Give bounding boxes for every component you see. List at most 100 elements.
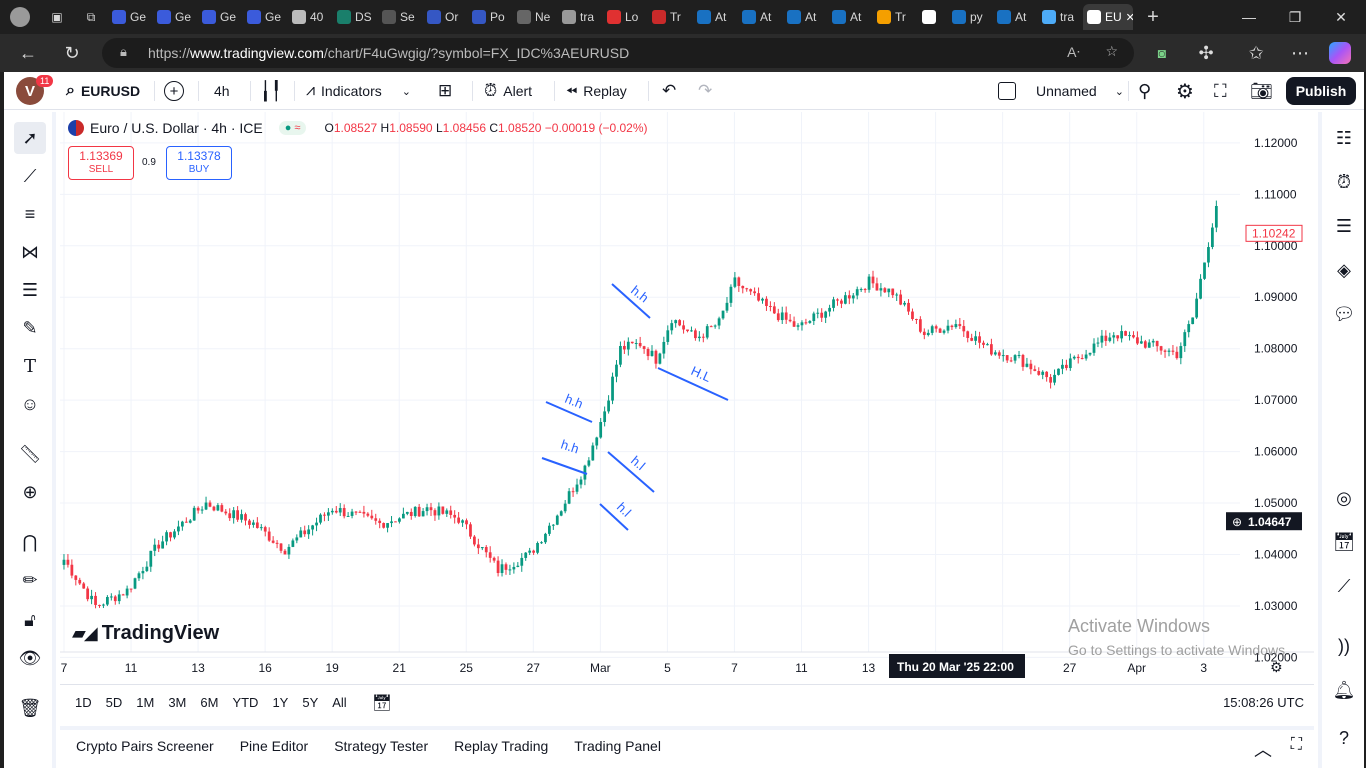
timeframe-button[interactable]: 5D [105,695,123,710]
panel-tab[interactable]: Replay Trading [454,738,549,754]
alerts-clock-icon[interactable]: ⏰︎ [1336,171,1352,192]
buy-button[interactable]: 1.13378 BUY [166,146,232,180]
layers-icon[interactable]: ◈ [1337,259,1351,280]
extension-icon[interactable]: ◙ [1157,45,1167,61]
browser-tab[interactable]: Po [468,4,513,30]
collapse-panel-icon[interactable]: ︿ [1254,740,1272,760]
browser-tab[interactable]: py [948,4,993,30]
redo-button[interactable]: ↷ [698,81,713,100]
chart-type-button[interactable]: ╽╿ [260,72,282,110]
trend-analysis-icon[interactable]: ⟋ [1337,575,1351,596]
interval-button[interactable]: 4h [214,83,230,99]
forecast-icon[interactable]: ☰ [21,279,39,300]
signal-icon[interactable]: )) [1338,635,1350,656]
undo-button[interactable]: ↶ [662,81,677,100]
extensions-puzzle-icon[interactable]: ✣ [1198,42,1214,63]
browser-tab[interactable]: DS [333,4,378,30]
browser-tab[interactable]: At [828,4,873,30]
timeframe-button[interactable]: 3M [168,695,187,710]
minimize-button[interactable]: — [1242,9,1256,25]
panel-tab[interactable]: Strategy Tester [334,738,429,754]
timeframe-button[interactable]: 6M [200,695,219,710]
trend-line-icon[interactable]: ⟋ [23,165,37,186]
zoom-in-icon[interactable]: ⊕ [22,481,38,502]
sell-button[interactable]: 1.13369 SELL [68,146,134,180]
panel-tab[interactable]: Crypto Pairs Screener [76,738,214,754]
notifications-bell-icon[interactable]: 🔔︎ [1332,679,1356,700]
replay-button[interactable]: ⏪︎ Replay [566,72,627,110]
layouts-button[interactable]: ⊞ [438,72,452,110]
browser-tab[interactable]: Tr [648,4,693,30]
maximize-button[interactable]: ❐ [1288,8,1302,25]
close-tab-icon[interactable]: ✕ [1125,11,1133,24]
tab-actions-icon[interactable]: ⧉ [86,9,96,24]
timeframe-button[interactable]: YTD [232,695,259,710]
browser-tab[interactable]: tra [558,4,603,30]
browser-tab[interactable]: Ge [198,4,243,30]
browser-tab[interactable]: tra [1038,4,1083,30]
settings-gear-icon[interactable]: ⚙︎ [1176,80,1194,103]
browser-tab[interactable]: Lo [603,4,648,30]
timeframe-button[interactable]: All [332,695,347,710]
browser-tab[interactable]: Se [378,4,423,30]
camera-icon[interactable]: 📷︎ [1250,80,1273,101]
data-window-icon[interactable]: ☰ [1335,215,1353,236]
profile-avatar-icon[interactable] [0,4,40,30]
browser-tab[interactable]: Ge [108,4,153,30]
chat-icon[interactable]: 💬︎ [1332,303,1356,324]
close-window-button[interactable]: ✕ [1335,8,1347,25]
timeframe-button[interactable]: 1D [75,695,92,710]
eye-icon[interactable]: 👁︎ [18,647,42,668]
browser-tab[interactable]: At [993,4,1038,30]
browser-tab[interactable]: Ne [513,4,558,30]
favorites-icon[interactable]: ✩ [1248,42,1264,63]
ruler-icon[interactable]: 📏︎ [18,443,42,464]
symbol-title[interactable]: Euro / U.S. Dollar · 4h · ICE [90,120,263,136]
market-status-badge[interactable]: ● ≈ [278,121,307,135]
more-menu-icon[interactable]: ⋯ [1291,42,1309,63]
browser-tab[interactable]: Ge [153,4,198,30]
browser-tab[interactable]: Ge [243,4,288,30]
target-icon[interactable]: ◎ [1336,487,1352,508]
browser-tab[interactable] [918,4,948,30]
browser-tab[interactable]: At [738,4,783,30]
browser-tab[interactable]: Tr [873,4,918,30]
calendar-icon[interactable]: 📅︎ [1332,531,1356,552]
trash-icon[interactable]: 🗑︎ [18,697,42,718]
browser-tab[interactable]: Or [423,4,468,30]
browser-tab[interactable]: EU ✕ [1083,4,1133,30]
emoji-icon[interactable]: ☺ [20,393,40,414]
browser-tab[interactable]: At [693,4,738,30]
text-icon[interactable]: T [23,355,36,377]
watchlist-icon[interactable]: ☷ [1335,127,1353,148]
quick-search-button[interactable]: ⚲ [1138,80,1152,101]
indicators-button[interactable]: ⩘ Indicators ⌄ [306,72,411,110]
brush-icon[interactable]: ✎ [22,317,38,338]
panel-tab[interactable]: Pine Editor [239,738,309,754]
timeframe-button[interactable]: 1Y [272,695,289,710]
maximize-panel-icon[interactable]: ⛶ [1290,736,1302,753]
favorite-star-icon[interactable]: ☆ [1105,43,1118,59]
chart-pane[interactable]: 1.12000 1.11000 1.10000 1.09000 1.08000 1.070… [60,112,1314,682]
fullscreen-icon[interactable]: ⛶ [1214,80,1227,101]
read-aloud-icon[interactable]: Aᐧ [1067,44,1080,60]
alert-button[interactable]: ⏰︎ Alert [484,72,532,110]
symbol-search-button[interactable]: ⌕ EURUSD [66,72,140,110]
help-icon[interactable]: ? [1338,727,1349,748]
workspaces-icon[interactable]: ▣ [51,10,63,24]
publish-button[interactable]: Publish [1286,77,1356,105]
fib-retracement-icon[interactable]: ≡ [24,203,36,224]
browser-tab[interactable]: At [783,4,828,30]
browser-tab[interactable]: 40 [288,4,333,30]
patterns-icon[interactable]: ⋈ [21,241,39,262]
utc-clock[interactable]: 15:08:26 UTC [1223,695,1304,710]
new-tab-button[interactable]: + [1147,5,1159,28]
magnet-icon[interactable]: ⋂ [22,531,38,552]
url-input[interactable]: 🔒︎ https://www.tradingview.com/chart/F4u… [102,38,1134,68]
lock-icon[interactable]: 🔓︎ [24,609,36,630]
back-button[interactable]: ← [19,42,37,63]
timeframe-button[interactable]: 5Y [302,695,319,710]
date-range-icon[interactable]: 📅︎ [371,694,393,712]
panel-tab[interactable]: Trading Panel [574,738,661,754]
timeframe-button[interactable]: 1M [136,695,155,710]
